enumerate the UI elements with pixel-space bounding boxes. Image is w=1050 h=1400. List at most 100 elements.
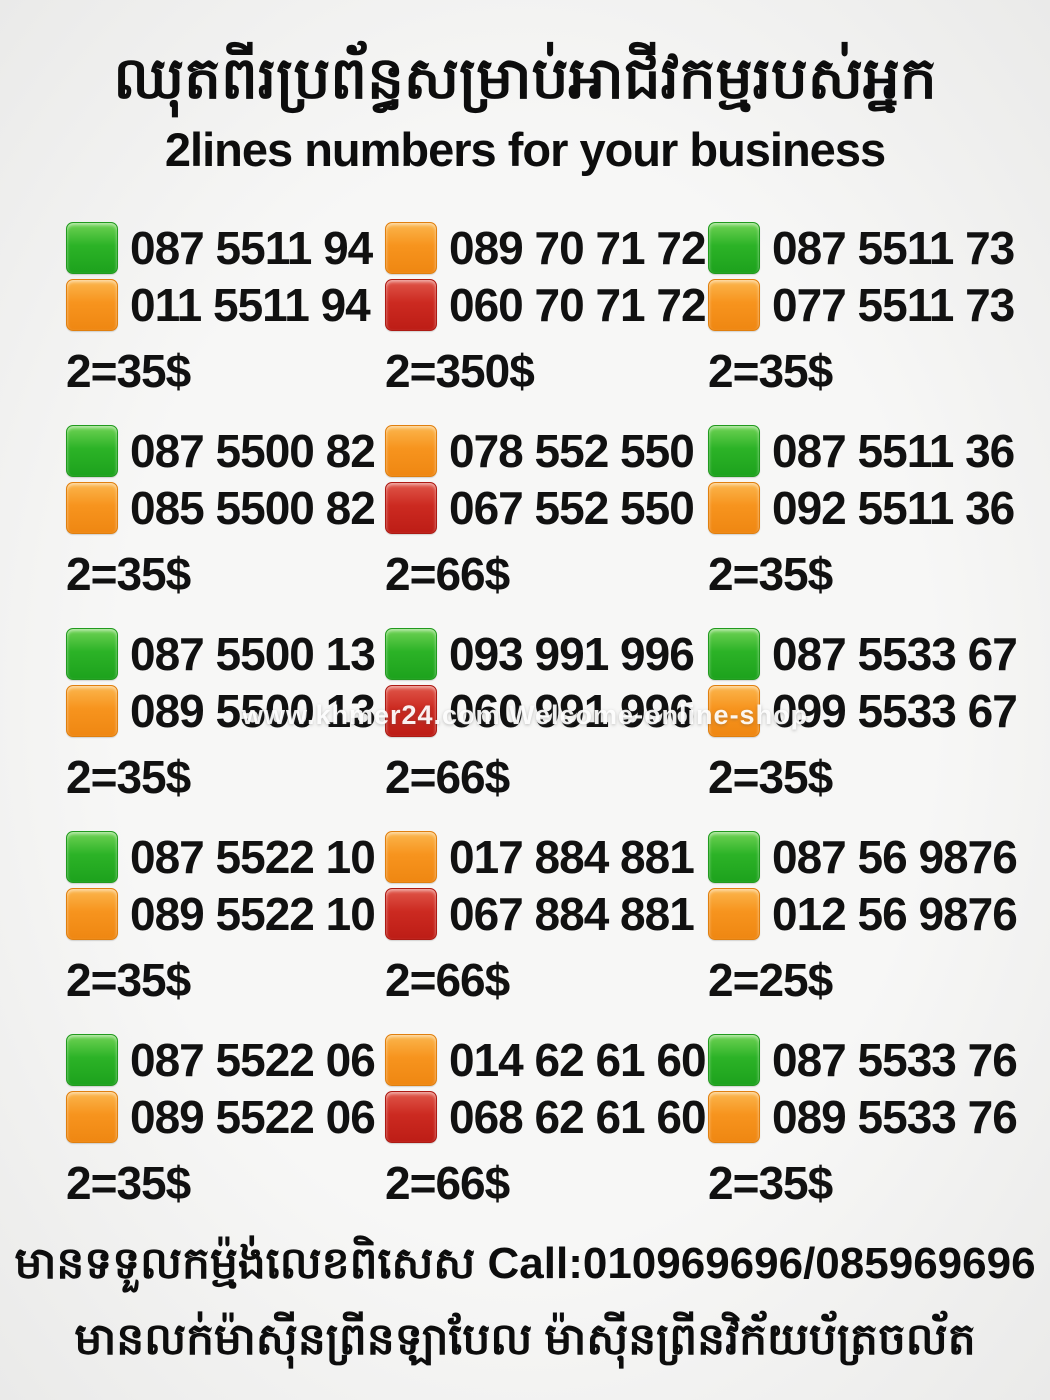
green-square-icon — [66, 222, 118, 274]
offer-block: 087 5522 10 089 5522 10 2=35$ — [66, 831, 385, 1034]
red-square-icon — [385, 888, 437, 940]
number-line: 060 70 71 72 — [385, 279, 708, 331]
green-square-icon — [66, 425, 118, 477]
number-line: 093 991 996 — [385, 628, 708, 680]
footer-printer-info: មានលក់ម៉ាស៊ីនព្រីនឡាបែល ម៉ាស៊ីនព្រីនវិក័… — [74, 1315, 976, 1364]
price-label: 2=35$ — [708, 345, 833, 397]
offer-block: 087 5522 06 089 5522 06 2=35$ — [66, 1034, 385, 1237]
number-line: 068 62 61 60 — [385, 1091, 708, 1143]
offer-block: 087 5533 67 099 5533 67 2=35$ — [708, 628, 1050, 831]
price-label: 2=66$ — [385, 548, 510, 600]
number-line: 089 5533 76 — [708, 1091, 1050, 1143]
price-label: 2=35$ — [66, 954, 191, 1006]
phone-number: 011 5511 94 — [130, 279, 371, 331]
orange-square-icon — [708, 482, 760, 534]
green-square-icon — [708, 222, 760, 274]
price-label: 2=66$ — [385, 751, 510, 803]
phone-number: 060 991 996 — [449, 685, 695, 737]
price-label: 2=35$ — [708, 1157, 833, 1209]
orange-square-icon — [66, 279, 118, 331]
phone-number: 087 5500 13 — [130, 628, 376, 680]
red-square-icon — [385, 279, 437, 331]
phone-number: 089 5533 76 — [772, 1091, 1018, 1143]
offer-block: 087 5500 13 089 5500 13 2=35$ — [66, 628, 385, 831]
phone-number: 012 56 9876 — [772, 888, 1018, 940]
orange-square-icon — [66, 1091, 118, 1143]
phone-number: 060 70 71 72 — [449, 279, 707, 331]
number-line: 087 5522 06 — [66, 1034, 385, 1086]
phone-number: 087 5533 76 — [772, 1034, 1018, 1086]
green-square-icon — [708, 831, 760, 883]
phone-number: 067 884 881 — [449, 888, 695, 940]
green-square-icon — [708, 425, 760, 477]
phone-number: 087 5500 82 — [130, 425, 376, 477]
number-line: 067 884 881 — [385, 888, 708, 940]
number-line: 014 62 61 60 — [385, 1034, 708, 1086]
number-line: 087 5511 73 — [708, 222, 1050, 274]
orange-square-icon — [385, 425, 437, 477]
price-label: 2=25$ — [708, 954, 833, 1006]
number-line: 012 56 9876 — [708, 888, 1050, 940]
phone-number: 089 5522 06 — [130, 1091, 376, 1143]
phone-number: 089 5522 10 — [130, 888, 376, 940]
number-line: 011 5511 94 — [66, 279, 385, 331]
number-line: 087 5500 13 — [66, 628, 385, 680]
number-line: 087 5522 10 — [66, 831, 385, 883]
number-line: 067 552 550 — [385, 482, 708, 534]
phone-number: 087 5511 94 — [130, 222, 373, 274]
number-line: 099 5533 67 — [708, 685, 1050, 737]
footer-order-info-and-phone: មានទទួលកម្ម៉ង់លេខពិសេស Call:010969696/08… — [14, 1239, 1036, 1288]
orange-square-icon — [708, 888, 760, 940]
green-square-icon — [708, 628, 760, 680]
number-line: 085 5500 82 — [66, 482, 385, 534]
green-square-icon — [66, 1034, 118, 1086]
offer-block: 017 884 881 067 884 881 2=66$ — [385, 831, 708, 1034]
orange-square-icon — [708, 685, 760, 737]
number-line: 078 552 550 — [385, 425, 708, 477]
number-line: 087 5500 82 — [66, 425, 385, 477]
orange-square-icon — [708, 1091, 760, 1143]
green-square-icon — [385, 628, 437, 680]
offer-block: 078 552 550 067 552 550 2=66$ — [385, 425, 708, 628]
offer-block: 087 5533 76 089 5533 76 2=35$ — [708, 1034, 1050, 1237]
phone-number: 092 5511 36 — [772, 482, 1015, 534]
phone-number: 087 5511 36 — [772, 425, 1015, 477]
orange-square-icon — [66, 888, 118, 940]
price-label: 2=66$ — [385, 1157, 510, 1209]
green-square-icon — [66, 831, 118, 883]
offer-block: 087 5511 73 077 5511 73 2=35$ — [708, 222, 1050, 425]
phone-number: 014 62 61 60 — [449, 1034, 707, 1086]
phone-number: 087 5522 06 — [130, 1034, 376, 1086]
offer-block: 087 5511 94 011 5511 94 2=35$ — [66, 222, 385, 425]
orange-square-icon — [385, 1034, 437, 1086]
phone-number: 093 991 996 — [449, 628, 695, 680]
offer-block: 014 62 61 60 068 62 61 60 2=66$ — [385, 1034, 708, 1237]
phone-number: 067 552 550 — [449, 482, 695, 534]
phone-number: 087 5533 67 — [772, 628, 1018, 680]
red-square-icon — [385, 1091, 437, 1143]
number-line: 087 5511 36 — [708, 425, 1050, 477]
green-square-icon — [66, 628, 118, 680]
number-line: 087 5511 94 — [66, 222, 385, 274]
footer: មានទទួលកម្ម៉ង់លេខពិសេស Call:010969696/08… — [0, 1236, 1050, 1376]
number-line: 060 991 996 — [385, 685, 708, 737]
phone-number: 099 5533 67 — [772, 685, 1018, 737]
phone-number: 087 5511 73 — [772, 222, 1015, 274]
offer-block: 087 56 9876 012 56 9876 2=25$ — [708, 831, 1050, 1034]
price-label: 2=66$ — [385, 954, 510, 1006]
phone-number: 089 70 71 72 — [449, 222, 707, 274]
red-square-icon — [385, 482, 437, 534]
offer-block: 093 991 996 060 991 996 2=66$ — [385, 628, 708, 831]
orange-square-icon — [385, 831, 437, 883]
phone-number: 077 5511 73 — [772, 279, 1015, 331]
number-line: 017 884 881 — [385, 831, 708, 883]
watermark-text: www.khmer24.com Welcome-online-shop — [241, 700, 809, 730]
offers-grid: 087 5511 94 011 5511 94 2=35$ 089 70 71 72 0… — [66, 222, 1050, 1237]
price-label: 2=35$ — [708, 548, 833, 600]
green-square-icon — [708, 1034, 760, 1086]
orange-square-icon — [66, 685, 118, 737]
phone-number: 068 62 61 60 — [449, 1091, 707, 1143]
phone-number: 017 884 881 — [449, 831, 695, 883]
number-line: 087 5533 67 — [708, 628, 1050, 680]
